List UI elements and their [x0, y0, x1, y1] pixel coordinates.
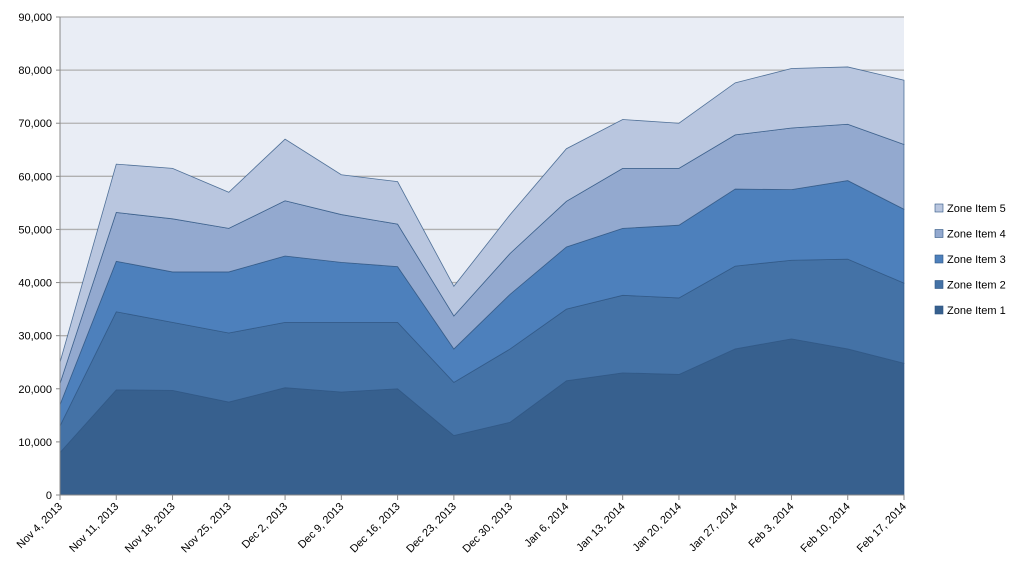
y-tick-label: 20,000	[18, 384, 52, 396]
area-zone-item-5	[59, 66, 905, 384]
y-tick-label: 80,000	[18, 65, 52, 77]
x-axis-ticks: Nov 4, 2013 Nov 11, 2013 Nov 18, 2013 Nov 2…	[15, 495, 909, 555]
x-tick-label: Dec 16, 2013	[348, 501, 403, 556]
legend-label: Zone Item 1	[947, 305, 1006, 317]
x-tick-label: Nov 25, 2013	[179, 501, 234, 556]
x-tick-label: Feb 17, 2014	[855, 501, 909, 555]
legend-label: Zone Item 3	[947, 254, 1006, 266]
x-tick-label: Dec 9, 2013	[296, 501, 346, 551]
y-tick-label: 30,000	[18, 331, 52, 343]
y-tick-label: 0	[46, 490, 52, 502]
x-tick-label: Dec 30, 2013	[460, 501, 515, 556]
y-tick-label: 90,000	[18, 12, 52, 24]
y-tick-label: 40,000	[18, 278, 52, 290]
y-tick-label: 70,000	[18, 118, 52, 130]
y-axis-ticks: 0 10,000 20,000 30,000 40,000 50,000 60,000 70,…	[18, 12, 60, 502]
y-tick-label: 60,000	[18, 171, 52, 183]
x-tick-label: Dec 2, 2013	[240, 501, 290, 551]
x-tick-label: Dec 23, 2013	[404, 501, 459, 556]
legend-label: Zone Item 5	[947, 203, 1006, 215]
x-tick-label: Jan 27, 2014	[687, 501, 740, 554]
x-tick-label: Jan 13, 2014	[574, 501, 627, 554]
axes	[59, 17, 904, 496]
y-tick-label: 10,000	[18, 437, 52, 449]
x-tick-label: Nov 18, 2013	[123, 501, 178, 556]
legend-swatch	[934, 203, 944, 213]
legend-swatch	[934, 305, 944, 315]
x-tick-label: Jan 6, 2014	[522, 501, 571, 550]
x-tick-label: Feb 10, 2014	[799, 501, 853, 555]
legend-swatch	[934, 254, 944, 264]
legend-label: Zone Item 2	[947, 280, 1006, 292]
legend-swatch	[934, 229, 944, 238]
x-tick-label: Nov 4, 2013	[15, 501, 65, 551]
legend-swatch	[934, 280, 944, 289]
legend: Zone Item 5 Zone Item 4 Zone Item 3 Zone It…	[934, 203, 1006, 317]
y-tick-label: 50,000	[18, 224, 52, 236]
legend-label: Zone Item 4	[947, 229, 1006, 241]
x-tick-label: Nov 11, 2013	[67, 501, 121, 555]
x-tick-label: Feb 3, 2014	[747, 501, 797, 551]
x-tick-label: Jan 20, 2014	[631, 501, 684, 554]
